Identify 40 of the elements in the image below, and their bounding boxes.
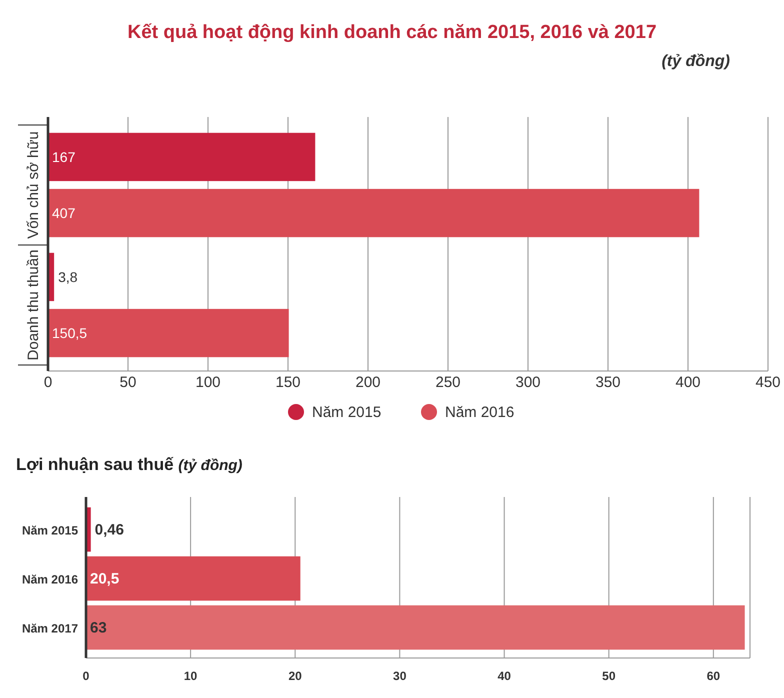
y-tick-label: Năm 2017 — [22, 622, 78, 636]
bar — [48, 308, 289, 358]
chart-subtitle: (tỷ đồng) — [178, 457, 242, 474]
data-label: 167 — [52, 148, 76, 165]
x-tick-label: 250 — [435, 374, 461, 391]
x-tick-label: 30 — [393, 669, 407, 683]
x-tick-label: 50 — [602, 669, 616, 683]
x-tick-label: 150 — [275, 374, 301, 391]
data-label: 407 — [52, 205, 76, 222]
chart-title: Lợi nhuận sau thuế — [16, 455, 174, 474]
x-tick-label: 0 — [44, 374, 52, 391]
x-tick-label: 200 — [355, 374, 381, 391]
data-label: 3,8 — [58, 268, 78, 285]
chart-subtitle: (tỷ đồng) — [662, 53, 730, 70]
data-label: 0,46 — [94, 522, 124, 538]
data-label: 150,5 — [52, 325, 88, 342]
x-tick-label: 0 — [82, 669, 90, 683]
x-tick-label: 450 — [755, 374, 781, 391]
x-tick-label: 50 — [120, 374, 136, 391]
x-tick-label: 300 — [515, 374, 541, 391]
data-label: 20,5 — [90, 570, 120, 588]
x-tick-label: 400 — [675, 374, 701, 391]
y-tick-label: Năm 2015 — [22, 524, 78, 538]
x-tick-label: 40 — [498, 669, 512, 683]
chart-title: Kết quả hoạt động kinh doanh các năm 2015, 2016 và 2017 — [127, 22, 657, 43]
x-tick-label: 350 — [595, 374, 621, 391]
x-tick-label: 10 — [184, 669, 198, 683]
bar — [48, 188, 700, 238]
legend-label: Năm 2015 — [312, 404, 382, 421]
x-tick-label: 60 — [706, 669, 720, 683]
y-tick-label: Năm 2016 — [22, 572, 78, 586]
bar — [48, 132, 316, 182]
data-label: 63 — [90, 620, 107, 636]
y-tick-label: Vốn chủ sở hữu — [25, 131, 42, 239]
x-tick-label: 20 — [288, 669, 302, 683]
legend-label: Năm 2016 — [445, 404, 514, 421]
x-tick-label: 100 — [195, 374, 221, 391]
bar — [86, 605, 745, 650]
bar — [86, 556, 300, 601]
y-tick-label: Doanh thu thuần — [25, 250, 42, 360]
